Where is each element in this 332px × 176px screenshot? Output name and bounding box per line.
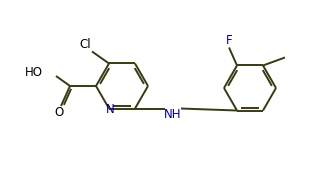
Text: HO: HO: [25, 65, 43, 78]
Text: N: N: [106, 103, 115, 116]
Text: Cl: Cl: [79, 38, 91, 51]
Text: NH: NH: [164, 108, 182, 121]
Text: F: F: [226, 34, 232, 47]
Text: O: O: [54, 106, 64, 120]
